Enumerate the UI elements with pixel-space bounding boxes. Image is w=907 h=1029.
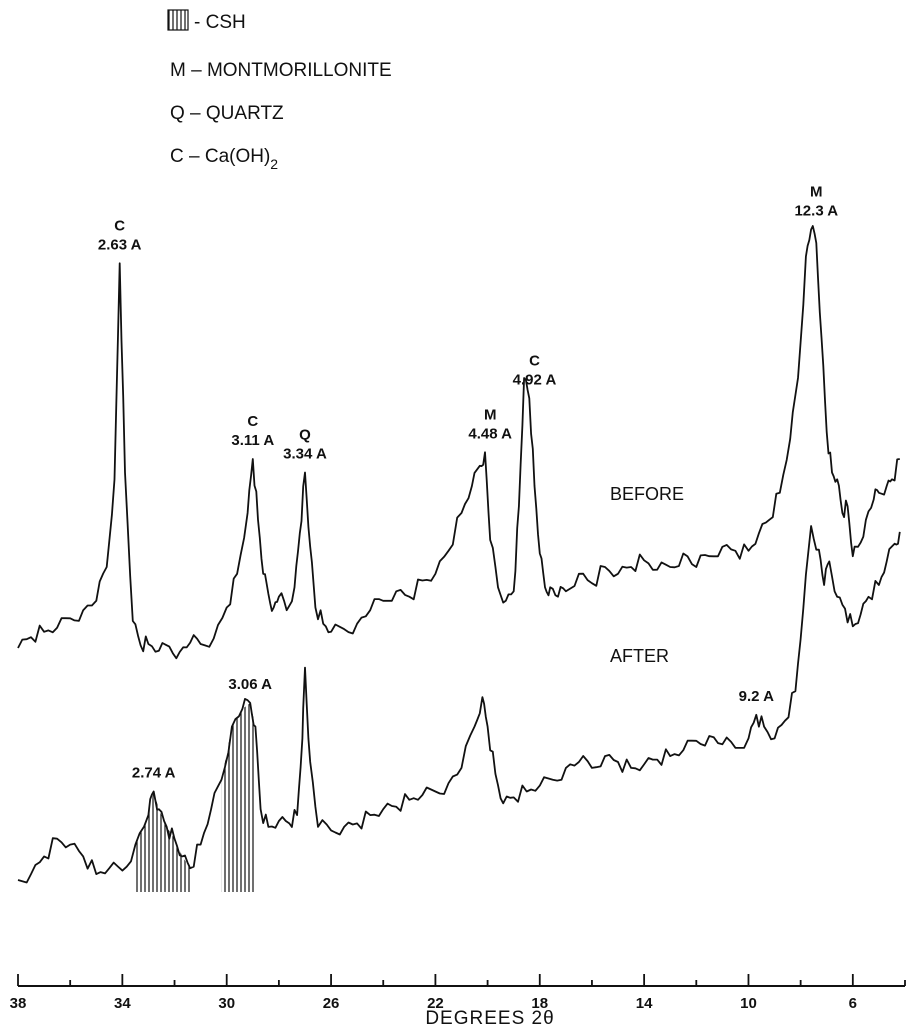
x-tick-label-14: 14 xyxy=(636,995,653,1012)
legend-calcium-hydroxide-subscript: 2 xyxy=(270,156,278,172)
series-after-line xyxy=(17,525,901,884)
x-tick-label-34: 34 xyxy=(114,995,131,1012)
peak-label-before-5-1: C xyxy=(529,352,540,369)
series-before-line xyxy=(17,225,900,660)
peak-label-before-6-1: M xyxy=(810,184,823,201)
csh-hatched-region-2 xyxy=(221,703,256,892)
peak-label-before-3-2: 3.34 A xyxy=(283,446,327,463)
x-axis-title: DEGREES 2θ xyxy=(425,1008,554,1029)
x-tick-label-10: 10 xyxy=(740,995,757,1012)
legend-calcium-hydroxide-formula: C – Ca(OH) xyxy=(170,146,270,167)
peak-label-before-2-2: 3.11 A xyxy=(231,432,274,449)
x-tick-label-6: 6 xyxy=(849,995,857,1012)
csh-hatch-swatch xyxy=(167,9,189,31)
peak-label-before-1-1: C xyxy=(114,217,125,234)
series-before-label: BEFORE xyxy=(610,484,684,504)
legend-quartz: Q – QUARTZ xyxy=(170,103,284,124)
x-tick-label-30: 30 xyxy=(218,995,235,1012)
x-tick-label-26: 26 xyxy=(323,995,340,1012)
series-after-label: AFTER xyxy=(610,646,669,666)
peak-label-before-5-2: 4.92 A xyxy=(513,371,557,388)
x-tick-label-38: 38 xyxy=(10,995,27,1012)
peak-label-after-2: 3.06 A xyxy=(228,676,272,693)
peak-label-after-3: 9.2 A xyxy=(739,688,774,705)
peak-label-before-2-1: C xyxy=(247,413,258,430)
x-tick-label-22: 22 xyxy=(427,995,444,1012)
peak-label-before-4-1: M xyxy=(484,406,497,423)
peak-label-before-1-2: 2.63 A xyxy=(98,236,142,253)
legend-csh: - CSH xyxy=(194,12,246,33)
hatched-csh-regions xyxy=(135,703,256,892)
legend: - CSH M – MONTMORILLONITE Q – QUARTZ C –… xyxy=(167,9,392,172)
peak-label-before-3-1: Q xyxy=(299,427,311,444)
x-axis: 38 34 30 26 22 18 14 10 6 xyxy=(10,974,906,1012)
legend-montmorillonite: M – MONTMORILLONITE xyxy=(170,60,392,81)
legend-calcium-hydroxide: C – Ca(OH)2 xyxy=(170,146,278,172)
csh-hatched-region-1 xyxy=(135,791,191,892)
x-tick-label-18: 18 xyxy=(531,995,548,1012)
peak-annotations: C 2.63 A C 3.11 A Q 3.34 A M 4.48 A C 4.92 A M 12.3… xyxy=(98,184,838,782)
peak-label-before-4-2: 4.48 A xyxy=(468,425,512,442)
peak-label-after-1: 2.74 A xyxy=(132,765,176,782)
peak-label-before-6-2: 12.3 A xyxy=(794,203,838,220)
